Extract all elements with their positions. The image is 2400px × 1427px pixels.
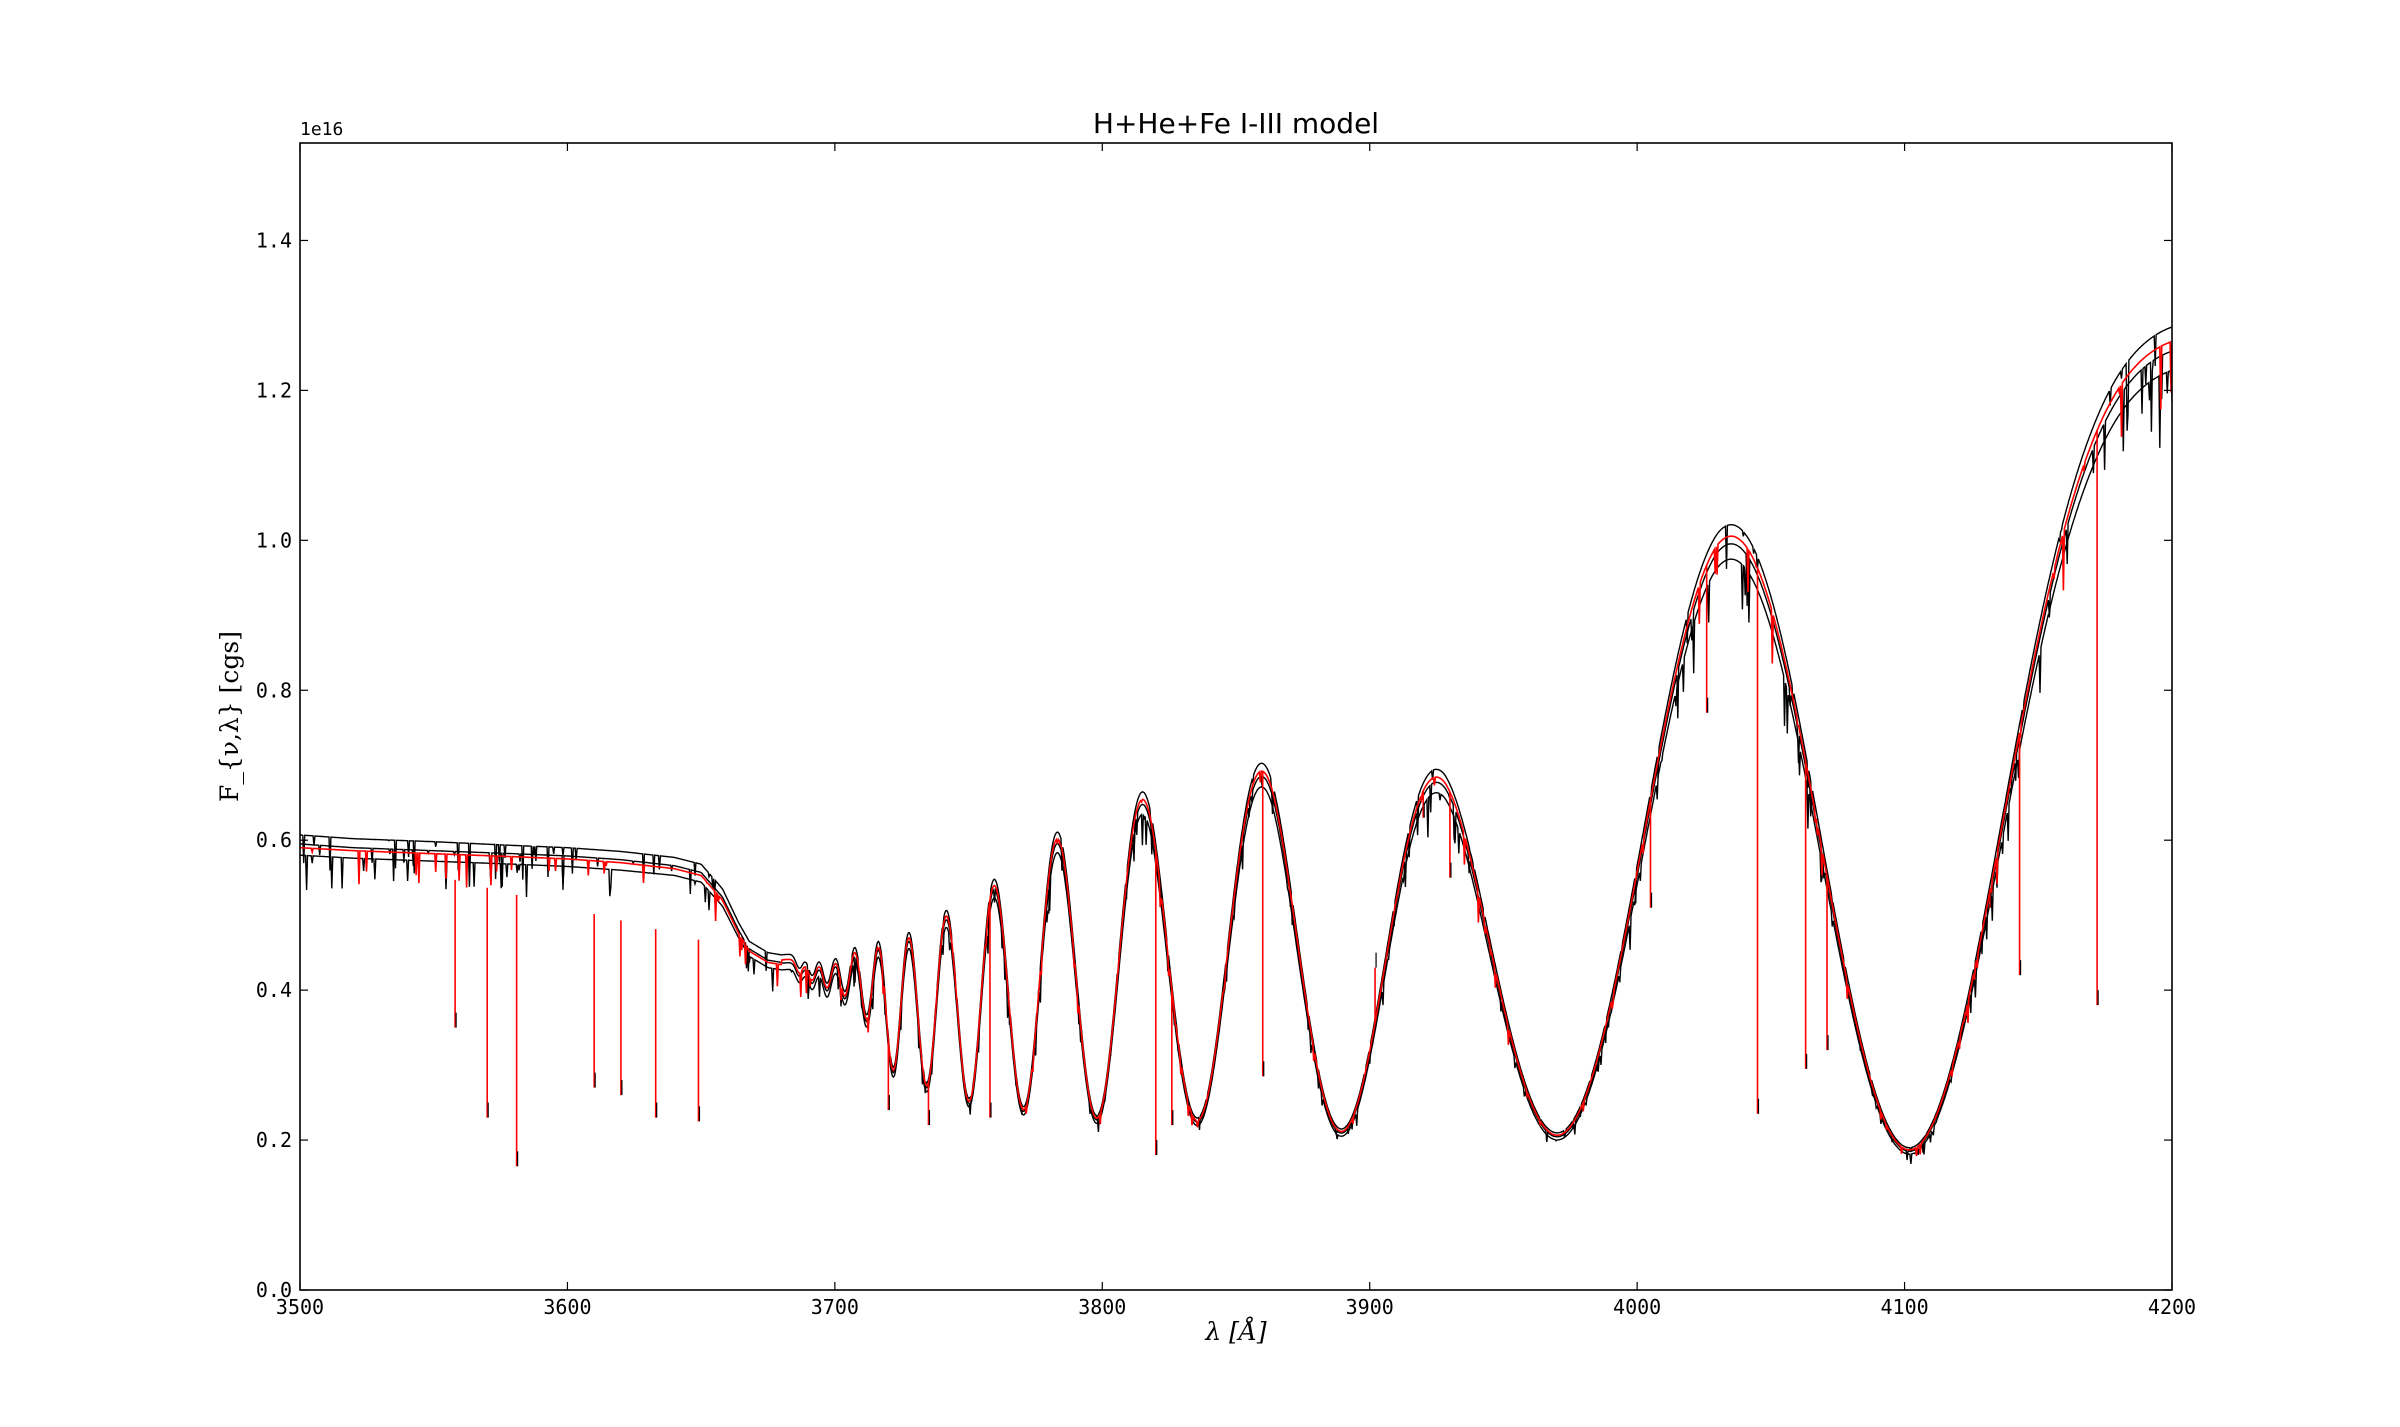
black-spectrum-line-0 [300,326,2172,1153]
y-tick-label: 0.6 [256,828,292,852]
x-axis-label: λ [Å] [1204,1316,1267,1346]
x-tick-label: 3600 [543,1295,591,1319]
y-axis-offset-label: 1e16 [300,119,343,140]
y-axis-label: F_{ν,λ} [cgs] [215,631,244,802]
x-tick-label: 3700 [811,1295,859,1319]
y-tick-label: 0.0 [256,1278,292,1302]
y-tick-label: 0.4 [256,978,292,1002]
plot-frame [299,142,2173,1291]
black-spectrum-line-2 [300,370,2172,1164]
axis-ticks: 3500 3600 3700 3800 3900 4000 4100 4200 0.0 0.2 0.… [256,143,2196,1319]
plot-area [300,326,2172,1167]
x-tick-label: 4000 [1613,1295,1661,1319]
chart-title: H+He+Fe I-III model [1093,107,1379,140]
x-tick-label: 4100 [1880,1295,1928,1319]
y-tick-label: 0.8 [256,678,292,702]
x-tick-label: 3800 [1078,1295,1126,1319]
y-tick-label: 1.2 [256,378,292,402]
y-tick-label: 0.2 [256,1128,292,1152]
y-tick-label: 1.4 [256,228,292,252]
x-tick-label: 4200 [2148,1295,2196,1319]
x-tick-label: 3900 [1346,1295,1394,1319]
black-spectrum-line-1 [300,350,2172,1161]
y-tick-label: 1.0 [256,528,292,552]
red-spectrum-line-3 [300,340,2172,1157]
x-tick-label: 3500 [276,1295,324,1319]
